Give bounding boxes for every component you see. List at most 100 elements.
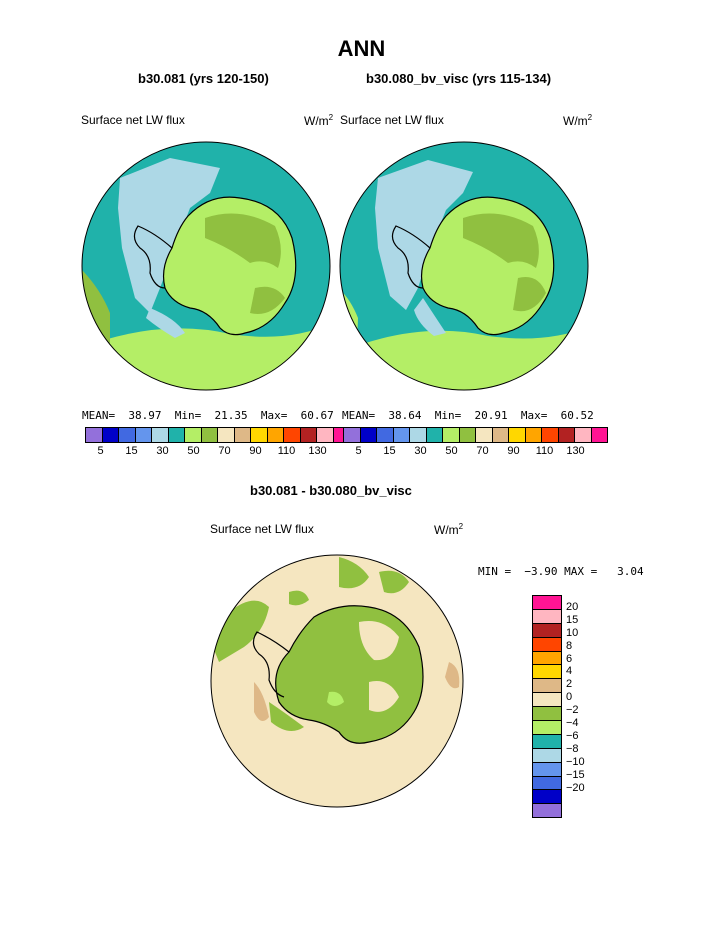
colorbar-swatch: [533, 665, 561, 680]
colorbar-swatch: [533, 790, 561, 805]
colorbar-tick-label: 15: [125, 445, 138, 457]
colorbar-swatch: [234, 428, 251, 442]
panel2-colorbar-labels: 5 15 30 50 70 90 110 130: [343, 445, 591, 459]
colorbar-swatch: [168, 428, 185, 442]
colorbar-tick-label: 30: [156, 445, 169, 457]
colorbar-swatch: [443, 428, 460, 442]
colorbar-tick-label: 50: [445, 445, 458, 457]
colorbar-swatch: [119, 428, 136, 442]
colorbar-swatch: [533, 651, 561, 666]
colorbar-swatch: [533, 762, 561, 777]
colorbar-tick-label: 70: [476, 445, 489, 457]
colorbar-swatch: [533, 748, 561, 763]
colorbar-tick-label: 15: [566, 613, 579, 626]
colorbar-tick-label: 90: [249, 445, 262, 457]
colorbar-tick-label: 5: [97, 445, 104, 457]
colorbar-tick-label: 50: [187, 445, 200, 457]
page-title: ANN: [337, 36, 386, 61]
colorbar-tick-label: 5: [355, 445, 362, 457]
colorbar-swatch: [533, 637, 561, 652]
colorbar-swatch: [533, 804, 561, 818]
colorbar-tick-label: −10: [566, 755, 585, 768]
colorbar-swatch: [533, 693, 561, 708]
colorbar-tick-label: −20: [566, 781, 585, 794]
diff-variable-label: Surface net LW flux: [210, 522, 314, 536]
colorbar-swatch: [533, 734, 561, 749]
colorbar-swatch: [300, 428, 317, 442]
colorbar-tick-label: −6: [566, 729, 579, 742]
colorbar-tick-label: −2: [566, 704, 579, 717]
colorbar-tick-label: 130: [566, 445, 585, 457]
colorbar-swatch: [344, 428, 361, 442]
colorbar-swatch: [476, 428, 493, 442]
colorbar-swatch: [533, 707, 561, 722]
colorbar-swatch: [533, 721, 561, 735]
panel1-colorbar-labels: 5 15 30 50 70 90 110 130: [85, 445, 333, 459]
polar-map-panel1: [81, 141, 331, 391]
colorbar-swatch: [317, 428, 334, 442]
colorbar-swatch: [525, 428, 542, 442]
colorbar-swatch: [459, 428, 476, 442]
colorbar-tick-label: 6: [566, 652, 573, 665]
colorbar-tick-label: 110: [277, 445, 296, 457]
colorbar-tick-label: 10: [566, 626, 579, 639]
panel2-variable-label: Surface net LW flux: [340, 113, 444, 127]
colorbar-tick-label: 2: [566, 678, 573, 691]
colorbar-swatch: [360, 428, 377, 442]
colorbar-swatch: [267, 428, 284, 442]
colorbar-tick-label: 15: [383, 445, 396, 457]
colorbar-swatch: [251, 428, 268, 442]
colorbar-swatch: [533, 623, 561, 638]
colorbar-tick-label: 30: [414, 445, 427, 457]
colorbar-swatch: [591, 428, 607, 442]
diff-colorbar-labels: 20 15 10 8 6 4 2 0 −2 −4 −6 −8 −10 −15 −20: [566, 595, 606, 801]
colorbar-tick-label: 20: [566, 600, 579, 613]
colorbar-tick-label: −4: [566, 717, 579, 729]
diff-stats: MIN = −3.90 MAX = 3.04: [478, 565, 644, 578]
colorbar-swatch: [135, 428, 152, 442]
panel2-stats: MEAN= 38.64 Min= 20.91 Max= 60.52: [342, 409, 594, 422]
colorbar-tick-label: 8: [566, 639, 573, 652]
panel1-units: W/m2: [304, 113, 334, 128]
panel1-stats: MEAN= 38.97 Min= 21.35 Max= 60.67: [82, 409, 334, 422]
panel1-subtitle: b30.081 (yrs 120-150): [138, 71, 269, 86]
panel1-colorbar: [85, 427, 350, 443]
colorbar-tick-label: −8: [566, 742, 579, 755]
colorbar-swatch: [86, 428, 103, 442]
colorbar-tick-label: 70: [218, 445, 231, 457]
colorbar-swatch: [533, 679, 561, 694]
diff-colorbar: [532, 595, 562, 819]
colorbar-swatch: [152, 428, 169, 442]
colorbar-swatch: [533, 609, 561, 624]
colorbar-tick-label: 90: [507, 445, 520, 457]
polar-map-difference: [210, 554, 464, 808]
colorbar-tick-label: 4: [566, 665, 573, 678]
colorbar-swatch: [218, 428, 235, 442]
panel2-units: W/m2: [563, 113, 593, 128]
colorbar-swatch: [542, 428, 559, 442]
colorbar-swatch: [509, 428, 526, 442]
colorbar-swatch: [201, 428, 218, 442]
colorbar-swatch: [410, 428, 427, 442]
colorbar-swatch: [533, 776, 561, 791]
colorbar-tick-label: 0: [566, 691, 573, 704]
colorbar-tick-label: 130: [308, 445, 327, 457]
colorbar-swatch: [185, 428, 202, 442]
colorbar-swatch: [426, 428, 443, 442]
colorbar-tick-label: 110: [535, 445, 554, 457]
panel2-colorbar: [343, 427, 608, 443]
panel2-subtitle: b30.080_bv_visc (yrs 115-134): [366, 71, 552, 86]
colorbar-swatch: [533, 596, 561, 610]
polar-map-panel2: [339, 141, 589, 391]
diff-subtitle: b30.081 - b30.080_bv_visc: [250, 483, 412, 498]
colorbar-swatch: [558, 428, 575, 442]
panel1-variable-label: Surface net LW flux: [81, 113, 185, 127]
colorbar-swatch: [102, 428, 119, 442]
colorbar-tick-label: −15: [566, 768, 585, 781]
colorbar-swatch: [575, 428, 592, 442]
colorbar-swatch: [284, 428, 301, 442]
colorbar-swatch: [492, 428, 509, 442]
colorbar-swatch: [377, 428, 394, 442]
colorbar-swatch: [393, 428, 410, 442]
diff-units: W/m2: [434, 522, 464, 537]
